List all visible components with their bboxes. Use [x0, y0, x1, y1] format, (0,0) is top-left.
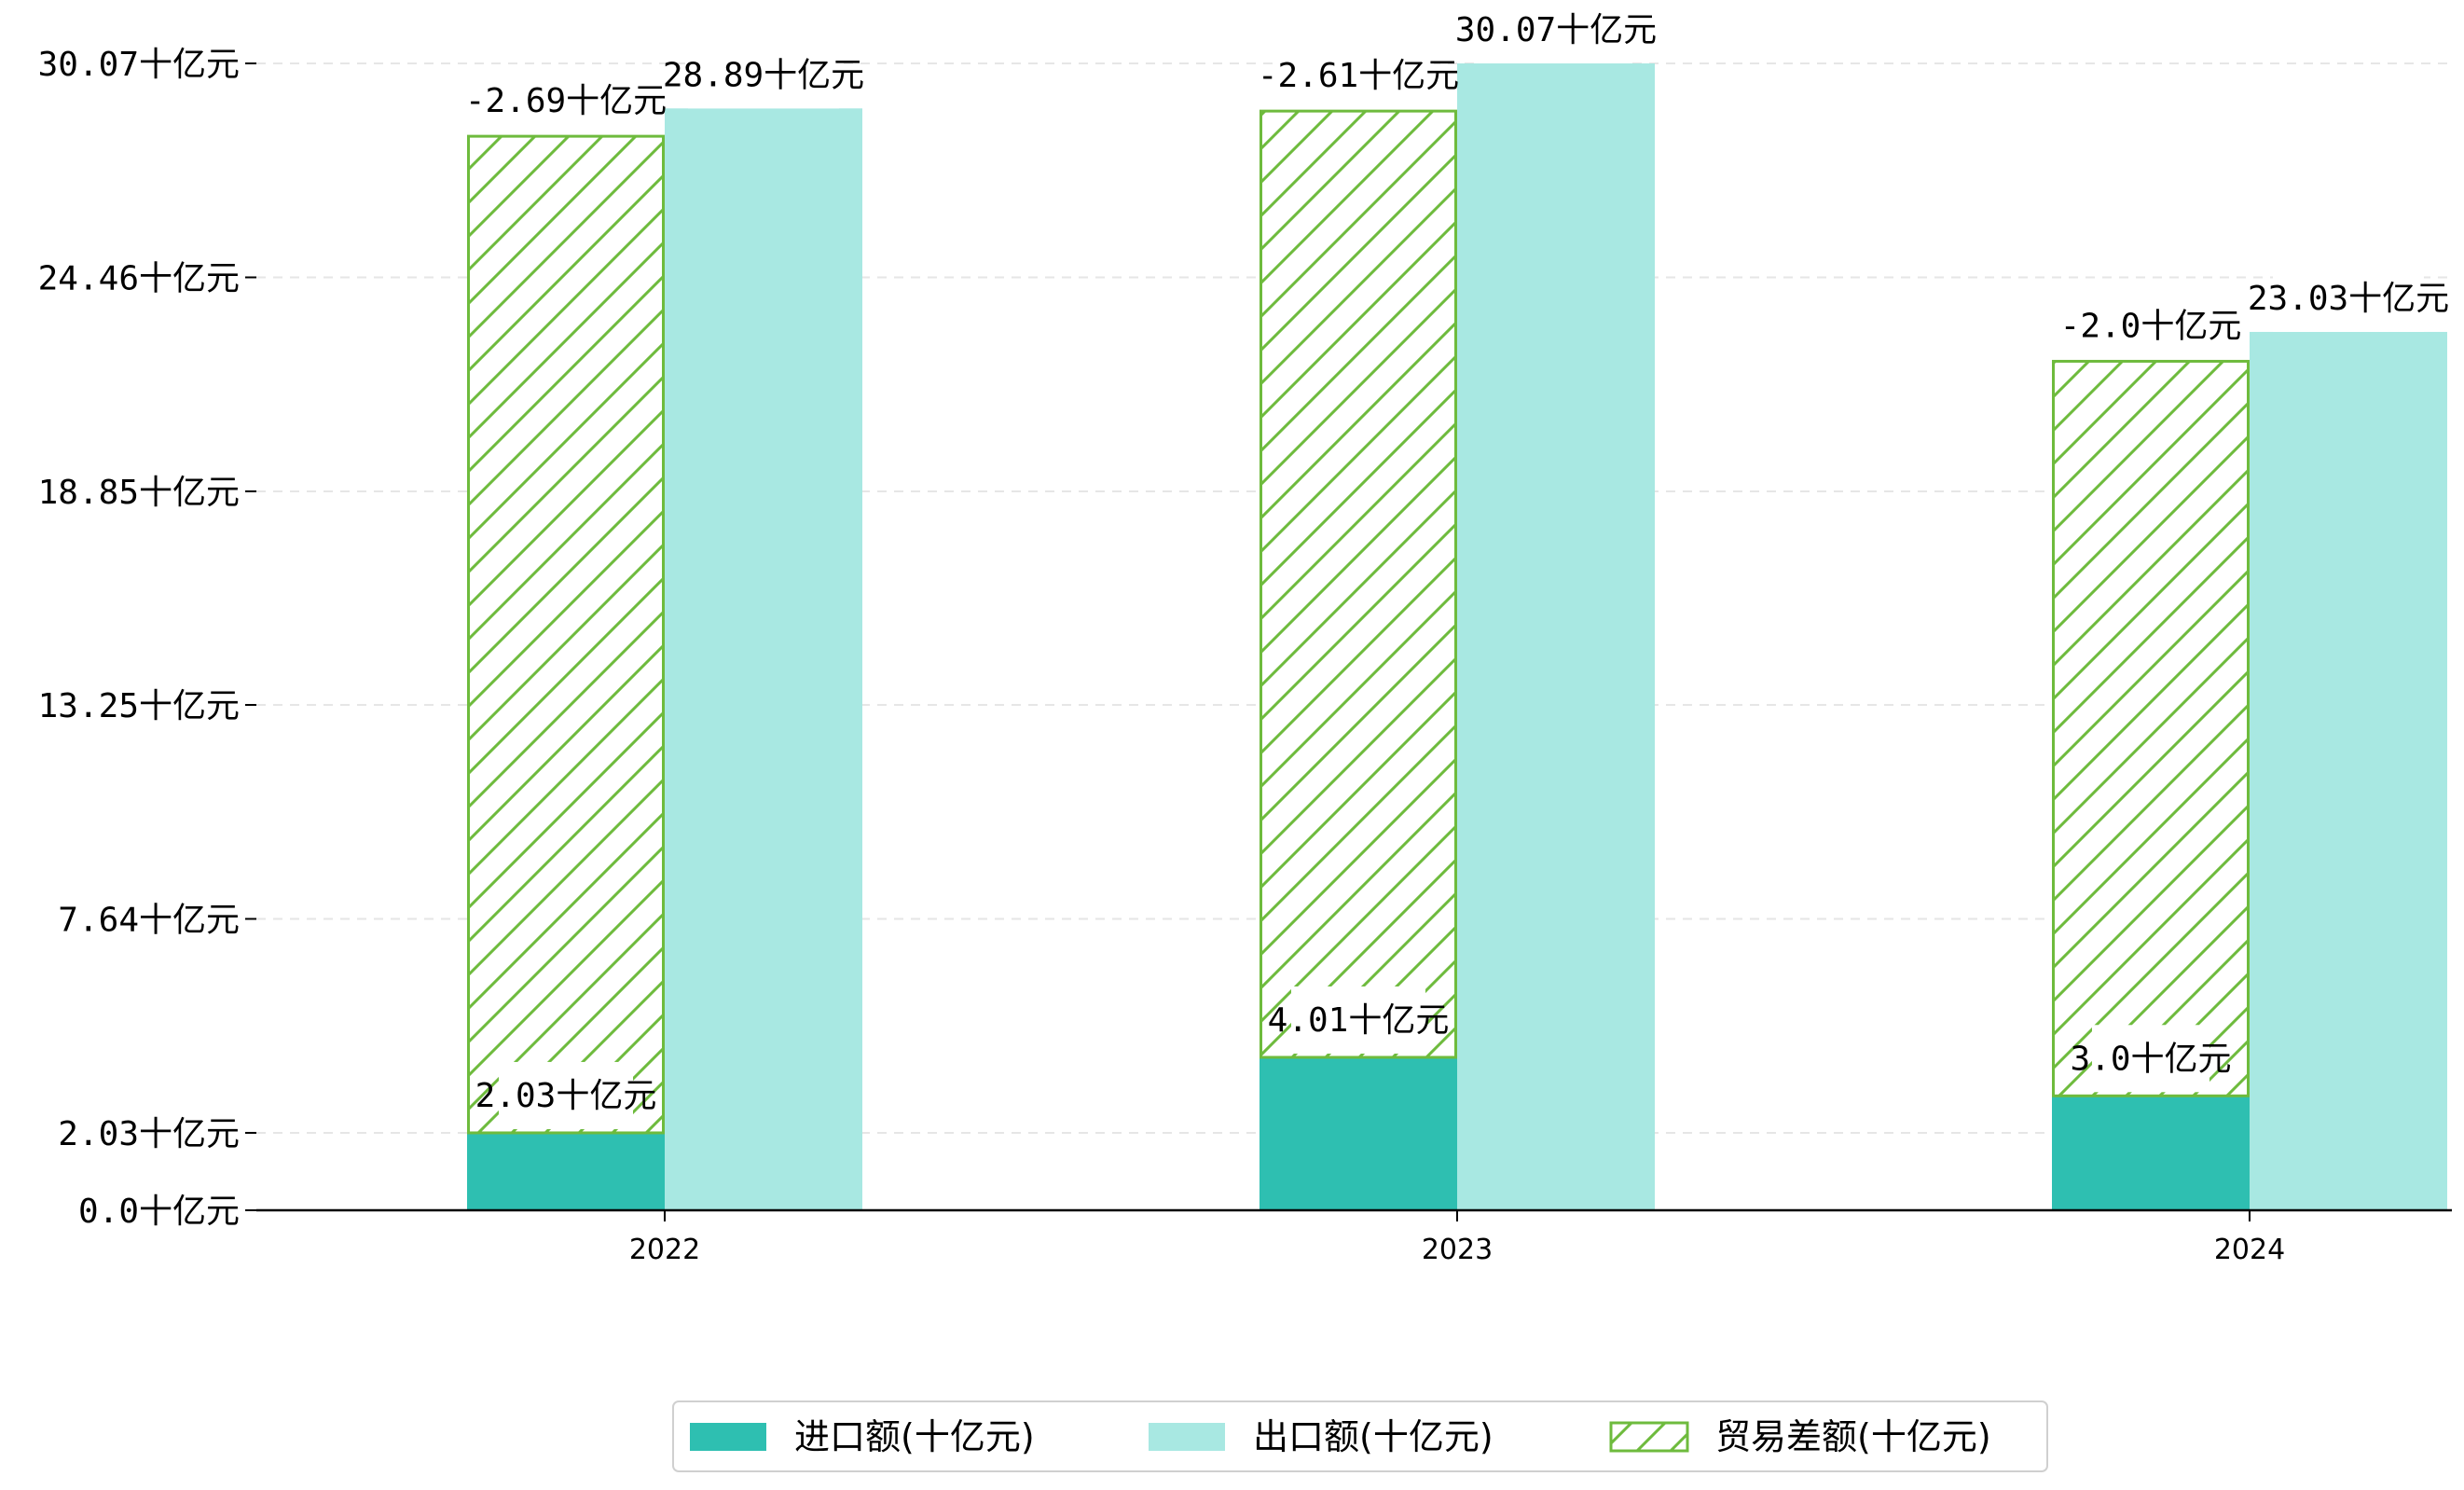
y-tick-label: 0.0十亿元: [78, 1193, 240, 1231]
bars: [467, 63, 2447, 1211]
label-export: 30.07十亿元: [1455, 11, 1657, 49]
y-tick-label: 7.64十亿元: [58, 901, 240, 939]
label-trade-balance: -2.61十亿元: [1258, 57, 1459, 95]
data-labels: 2.03十亿元 28.89十亿元-2.69十亿元 4.01十亿元 30.07十亿元 -2…: [465, 0, 2449, 1129]
legend-swatch: [1609, 1421, 1689, 1453]
legend-swatch: [690, 1423, 766, 1451]
legend-box: [672, 1400, 2048, 1472]
x-tick-label: 2023: [1422, 1234, 1493, 1266]
bar-trade-balance: [1260, 109, 1457, 1059]
label-export-box: [688, 41, 839, 109]
x-tick-label: 2024: [2214, 1234, 2285, 1266]
bar-trade-balance: [467, 134, 665, 1135]
label-export-box: [2273, 264, 2424, 332]
bar-trade-balance: [2052, 359, 2250, 1097]
bar-import: [2052, 1096, 2250, 1210]
legend-label: 进口额(十亿元): [794, 1416, 1035, 1457]
label-import-box: [499, 1061, 633, 1129]
label-import-box: [2092, 1025, 2209, 1093]
label-export: 28.89十亿元: [663, 56, 864, 94]
label-trade-balance-box: [490, 67, 641, 135]
legend-swatch: [1149, 1423, 1225, 1451]
legend-label: 出口额(十亿元): [1253, 1416, 1494, 1457]
bar-export: [665, 108, 862, 1211]
axes: 0.0十亿元 2.03十亿元 7.64十亿元 13.25十亿元 18.85十亿元 24.4…: [38, 46, 2452, 1266]
label-import-box: [1291, 986, 1425, 1054]
label-import: 3.0十亿元: [2070, 1040, 2231, 1078]
label-import: 2.03十亿元: [475, 1077, 657, 1115]
y-tick-label: 13.25十亿元: [38, 687, 240, 725]
y-tick-label: 18.85十亿元: [38, 474, 240, 512]
y-tick-label: 2.03十亿元: [58, 1115, 240, 1153]
label-trade-balance: -2.69十亿元: [465, 82, 667, 120]
label-trade-balance: -2.0十亿元: [2060, 307, 2242, 345]
legend: 进口额(十亿元) 出口额(十亿元) 贸易差额(十亿元): [672, 1400, 2048, 1472]
label-import: 4.01十亿元: [1268, 1001, 1450, 1040]
bar-export: [1457, 63, 1655, 1210]
bar-export: [2250, 331, 2447, 1210]
label-export: 23.03十亿元: [2248, 280, 2449, 318]
y-tick-label: 24.46十亿元: [38, 259, 240, 297]
bar-import: [467, 1132, 665, 1210]
y-tick-label: 30.07十亿元: [38, 46, 240, 84]
label-export-box: [1480, 0, 1631, 63]
x-tick-label: 2022: [629, 1234, 700, 1266]
label-trade-balance-box: [2084, 292, 2218, 360]
legend-label: 贸易差额(十亿元): [1715, 1416, 1991, 1457]
bar-import: [1260, 1056, 1457, 1210]
label-trade-balance-box: [1283, 42, 1434, 110]
